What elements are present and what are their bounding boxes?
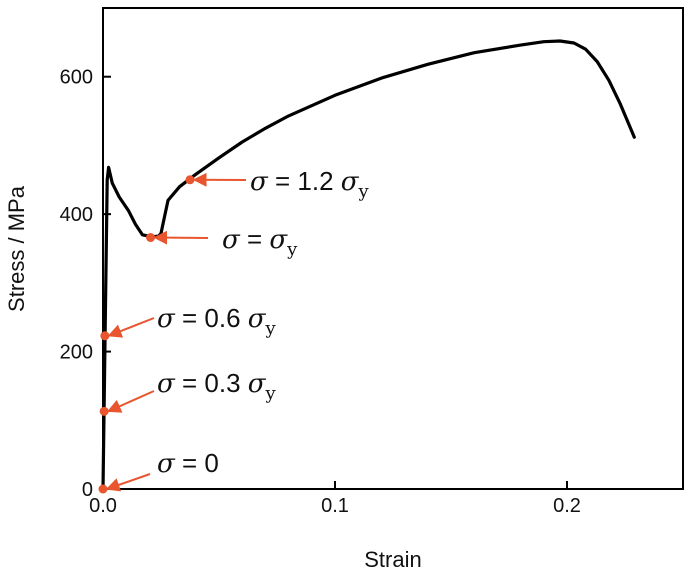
stress-marker [185,175,195,185]
annotation-label: σ = σy [222,224,298,260]
y-axis-title: Stress / MPa [4,185,29,312]
x-tick-label: 0.0 [89,495,117,517]
annotation-arrow [107,317,155,338]
axis-tick-labels: 0.0 0.1 0.2 0 200 400 600 [60,67,581,517]
stress-marker [146,233,156,243]
x-tick-label: 0.2 [553,495,581,517]
stress-annotations: σ = 0 σ = 0.3 σy σ = 0.6 σy σ = σy σ = 1.2 σ… [98,166,370,494]
stress-marker [98,484,108,494]
stress-marker [100,331,110,341]
y-tick-label: 0 [82,479,93,501]
annotation-label: σ = 0 [157,448,219,479]
y-tick-label: 600 [60,67,93,89]
x-tick-label: 0.1 [321,495,349,517]
x-axis-title: Strain [364,547,421,572]
stress-strain-curve [101,39,636,491]
plot-frame [102,7,684,490]
annotation-label: σ = 1.2 σy [250,166,370,202]
y-tick-label: 400 [60,204,93,226]
stress-marker [99,406,109,416]
annotation-arrow [106,390,155,413]
y-tick-label: 200 [60,342,93,364]
annotation-label: σ = 0.6 σy [157,303,277,339]
axis-ticks [102,75,568,490]
annotation-label: σ = 0.3 σy [157,368,277,404]
annotation-arrow [105,473,151,492]
